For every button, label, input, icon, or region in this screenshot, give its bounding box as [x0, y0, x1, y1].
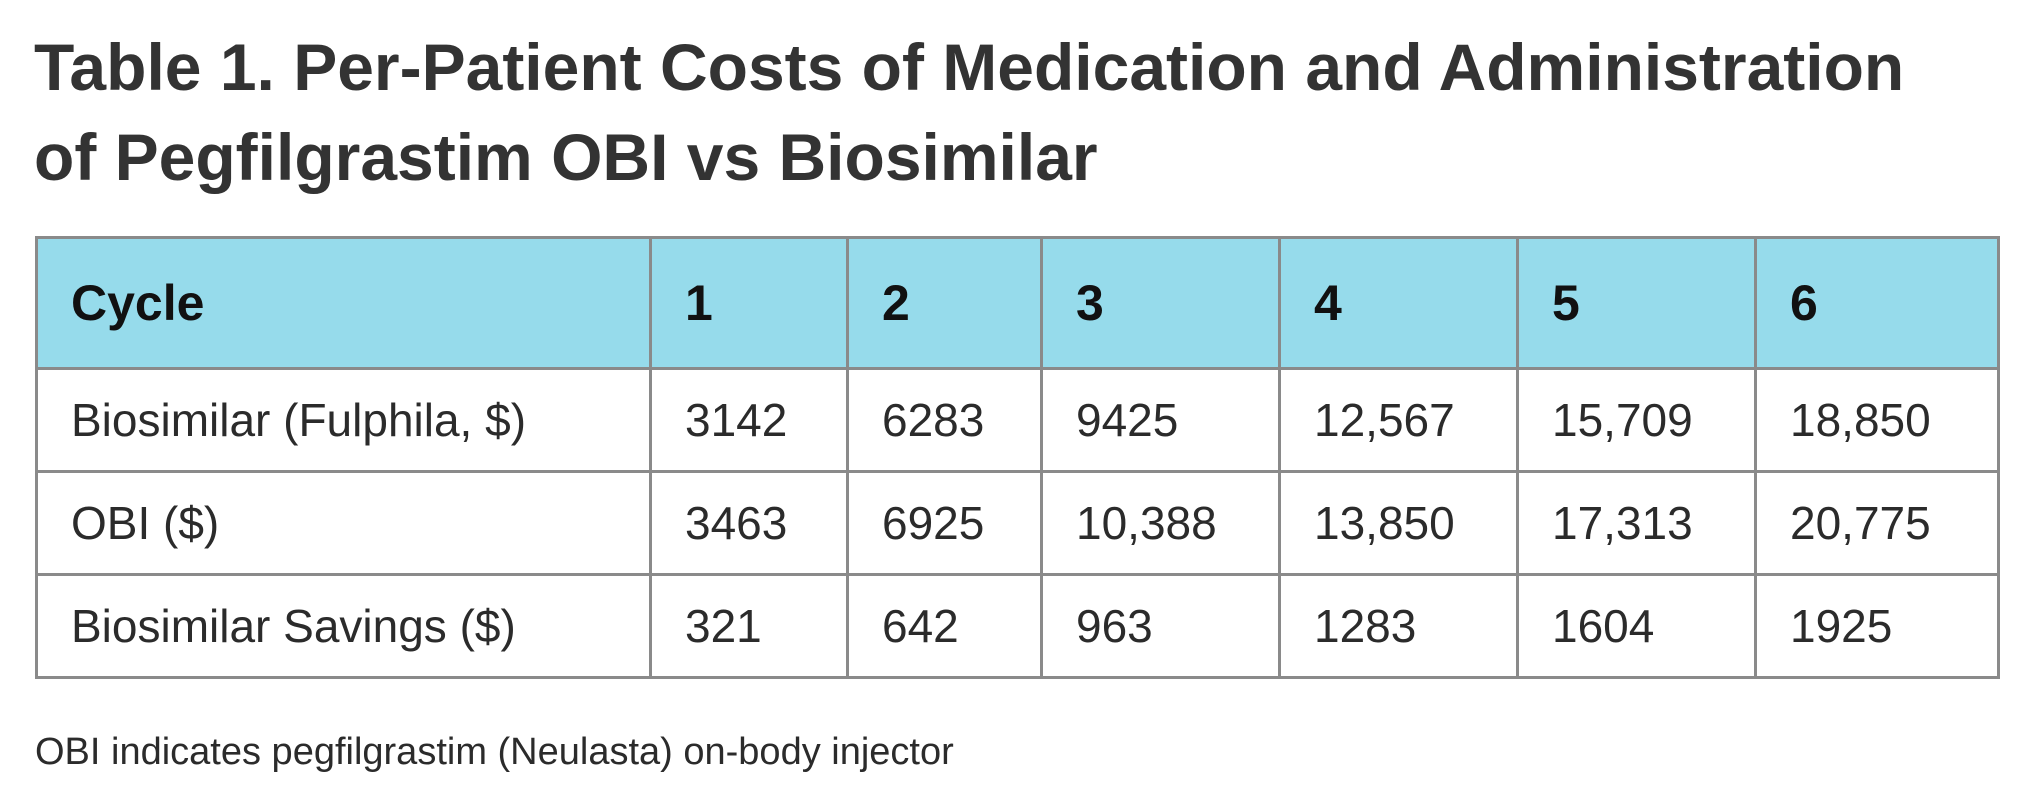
- table-cell: 15,709: [1516, 367, 1757, 473]
- table-cell: 9425: [1040, 367, 1281, 473]
- table-cell: 18,850: [1754, 367, 2000, 473]
- header-cell-cycle-6: 6: [1754, 236, 2000, 370]
- table-cell: 3142: [649, 367, 849, 473]
- header-cell-cycle-2: 2: [846, 236, 1043, 370]
- table-cell: 6283: [846, 367, 1043, 473]
- table-title: Table 1. Per-Patient Costs of Medication…: [34, 22, 2004, 202]
- table-cell: 321: [649, 573, 849, 679]
- table-cell: 13,850: [1278, 470, 1519, 576]
- table-cell: 642: [846, 573, 1043, 679]
- table-cell: 1925: [1754, 573, 2000, 679]
- table-header-row: Cycle 1 2 3 4 5 6: [35, 236, 2000, 370]
- row-label: OBI ($): [35, 470, 652, 576]
- table-cell: 1283: [1278, 573, 1519, 679]
- table-cell: 12,567: [1278, 367, 1519, 473]
- table-row-biosimilar: Biosimilar (Fulphila, $) 3142 6283 9425 …: [35, 367, 2000, 473]
- row-label: Biosimilar Savings ($): [35, 573, 652, 679]
- header-cell-cycle: Cycle: [35, 236, 652, 370]
- table-title-line-1: Table 1. Per-Patient Costs of Medication…: [34, 30, 1905, 104]
- table-cell: 17,313: [1516, 470, 1757, 576]
- table-footnote: OBI indicates pegfilgrastim (Neulasta) o…: [35, 731, 954, 773]
- table-cell: 10,388: [1040, 470, 1281, 576]
- table-cell: 20,775: [1754, 470, 2000, 576]
- header-cell-cycle-3: 3: [1040, 236, 1281, 370]
- row-label: Biosimilar (Fulphila, $): [35, 367, 652, 473]
- cost-table: Cycle 1 2 3 4 5 6 Biosimilar (Fulphila, …: [35, 236, 2000, 679]
- header-cell-cycle-1: 1: [649, 236, 849, 370]
- table-row-savings: Biosimilar Savings ($) 321 642 963 1283 …: [35, 573, 2000, 679]
- table-title-line-2: of Pegfilgrastim OBI vs Biosimilar: [34, 120, 1098, 194]
- table-cell: 6925: [846, 470, 1043, 576]
- table-cell: 963: [1040, 573, 1281, 679]
- header-cell-cycle-5: 5: [1516, 236, 1757, 370]
- table-cell: 1604: [1516, 573, 1757, 679]
- table-cell: 3463: [649, 470, 849, 576]
- table-row-obi: OBI ($) 3463 6925 10,388 13,850 17,313 2…: [35, 470, 2000, 576]
- header-cell-cycle-4: 4: [1278, 236, 1519, 370]
